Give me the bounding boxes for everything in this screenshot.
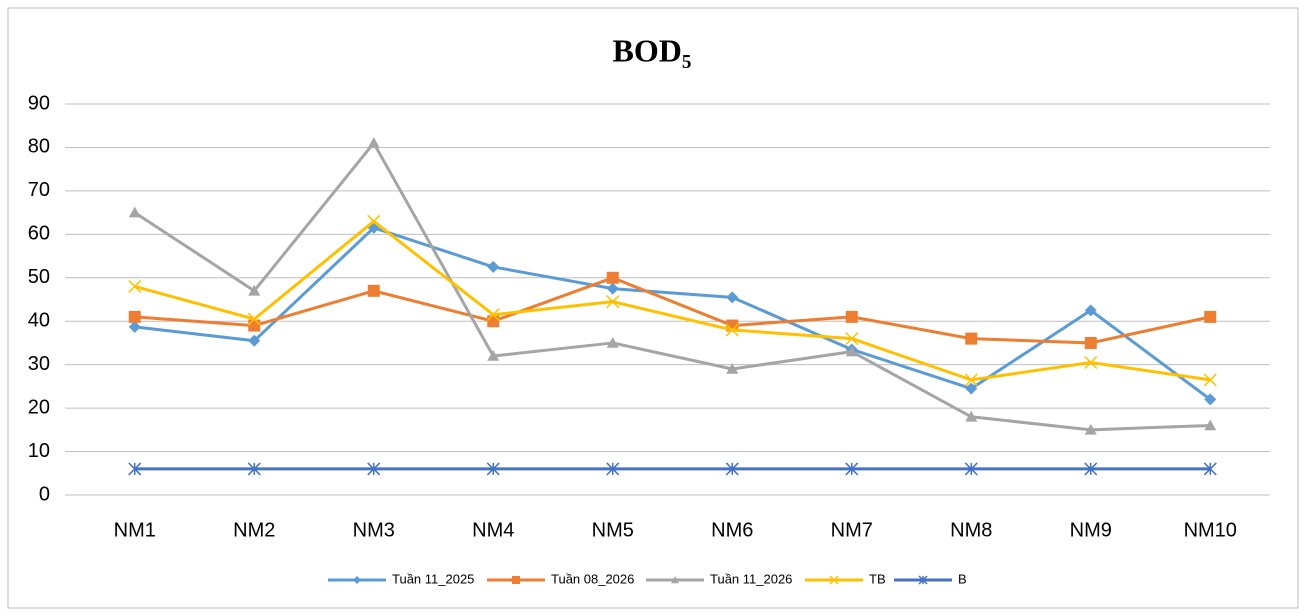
- y-tick-label: 10: [28, 440, 50, 462]
- x-tick-label: NM5: [592, 519, 634, 541]
- marker: [367, 137, 380, 148]
- marker: [247, 462, 261, 476]
- marker: [487, 260, 500, 273]
- x-tick-label: NM9: [1070, 519, 1112, 541]
- marker: [1084, 355, 1098, 370]
- legend-label: Tuần 11_2026: [710, 571, 792, 586]
- x-tick-label: NM6: [711, 519, 753, 541]
- marker: [1084, 462, 1098, 476]
- y-tick-label: 80: [28, 136, 50, 158]
- y-tick-label: 20: [28, 396, 50, 418]
- x-tick-label: NM3: [353, 519, 395, 541]
- marker: [367, 214, 381, 228]
- marker: [248, 319, 261, 332]
- legend-label: Tuần 08_2026: [551, 571, 634, 586]
- marker: [1204, 393, 1217, 406]
- marker: [606, 462, 620, 476]
- y-tick-label: 90: [28, 92, 50, 114]
- marker: [128, 320, 141, 333]
- marker: [1203, 462, 1217, 476]
- y-tick-label: 0: [39, 483, 50, 505]
- legend-marker: [918, 575, 928, 585]
- marker: [965, 410, 978, 422]
- marker: [1204, 419, 1217, 431]
- x-tick-label: NM7: [831, 519, 873, 541]
- marker: [486, 462, 500, 476]
- marker: [606, 295, 620, 309]
- marker: [128, 279, 142, 293]
- marker: [1203, 373, 1217, 387]
- marker: [726, 363, 739, 374]
- y-tick-label: 70: [28, 179, 50, 201]
- y-tick-label: 40: [28, 310, 50, 332]
- legend-marker: [353, 576, 361, 584]
- marker: [965, 382, 978, 395]
- legend-marker: [671, 576, 679, 584]
- marker: [726, 291, 739, 304]
- marker: [486, 308, 500, 322]
- y-tick-label: 50: [28, 266, 50, 288]
- series-line: [133, 141, 1211, 432]
- marker: [1204, 310, 1217, 323]
- marker: [606, 336, 619, 348]
- marker: [128, 310, 141, 323]
- marker: [964, 373, 978, 387]
- x-tick-label: NM1: [114, 519, 156, 541]
- marker: [248, 284, 261, 296]
- x-tick-label: NM2: [233, 519, 275, 541]
- marker: [725, 323, 739, 337]
- marker: [128, 206, 141, 218]
- legend-label: TB: [869, 571, 886, 586]
- legend-label: B: [958, 571, 967, 586]
- marker: [1084, 423, 1097, 435]
- legend-marker: [512, 576, 520, 584]
- marker: [606, 282, 619, 295]
- y-tick-label: 30: [28, 353, 50, 375]
- marker: [128, 462, 142, 476]
- legend-marker: [829, 575, 839, 585]
- series-line: [134, 226, 1212, 401]
- marker: [487, 349, 500, 361]
- legend-label: Tuần 11_2025: [392, 571, 474, 586]
- marker: [247, 312, 261, 326]
- marker: [1084, 336, 1097, 349]
- series-line: [134, 276, 1211, 345]
- marker: [367, 284, 380, 297]
- series-line: [134, 219, 1211, 382]
- chart-title: BOD₅: [613, 32, 692, 68]
- marker: [487, 315, 500, 328]
- marker: [725, 462, 739, 476]
- x-tick-label: NM8: [950, 519, 992, 541]
- chart-border: [7, 7, 1299, 609]
- x-tick-label: NM4: [472, 519, 514, 541]
- marker: [367, 462, 381, 476]
- y-tick-label: 60: [28, 223, 50, 245]
- marker: [845, 345, 858, 357]
- marker: [1084, 304, 1097, 317]
- x-tick-label: NM10: [1184, 519, 1237, 541]
- marker: [606, 271, 619, 284]
- marker: [845, 462, 859, 476]
- marker: [845, 332, 859, 346]
- marker: [248, 334, 261, 347]
- marker: [845, 310, 858, 323]
- marker: [964, 462, 978, 476]
- marker: [965, 332, 978, 345]
